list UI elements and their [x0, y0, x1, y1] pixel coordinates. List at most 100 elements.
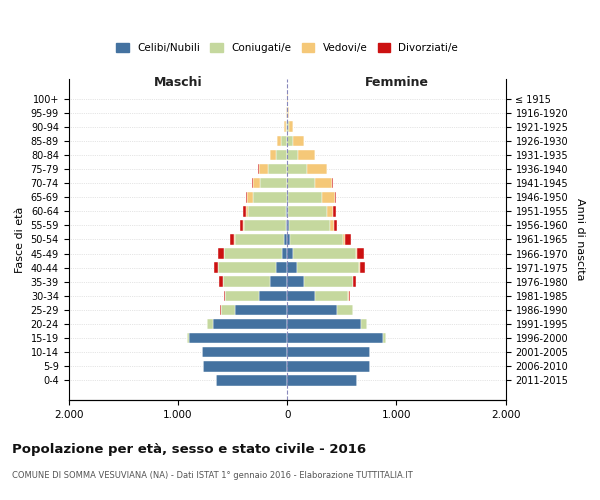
Bar [287, 290, 314, 301]
Bar [290, 234, 343, 245]
Bar [189, 333, 287, 344]
Bar [298, 150, 314, 160]
Bar [213, 318, 287, 330]
Bar [239, 220, 243, 230]
Bar [287, 164, 307, 174]
Bar [287, 276, 304, 287]
Bar [287, 333, 383, 344]
Y-axis label: Fasce di età: Fasce di età [15, 206, 25, 272]
Bar [247, 192, 253, 202]
Bar [287, 375, 357, 386]
Bar [297, 262, 359, 273]
Bar [287, 220, 289, 230]
Bar [288, 192, 322, 202]
Bar [287, 150, 298, 160]
Bar [287, 248, 293, 259]
Bar [218, 262, 276, 273]
Bar [332, 178, 333, 188]
Bar [322, 192, 335, 202]
Bar [349, 290, 350, 301]
Bar [286, 122, 287, 132]
Text: Maschi: Maschi [154, 76, 202, 88]
Bar [276, 262, 287, 273]
Bar [314, 290, 349, 301]
Bar [289, 220, 331, 230]
Bar [244, 206, 245, 216]
Bar [333, 206, 336, 216]
Bar [245, 206, 248, 216]
Bar [335, 192, 337, 202]
Bar [293, 136, 304, 146]
Bar [288, 206, 326, 216]
Bar [304, 276, 353, 287]
Bar [357, 248, 364, 259]
Bar [270, 276, 287, 287]
Bar [223, 276, 270, 287]
Bar [288, 108, 289, 118]
Bar [277, 136, 281, 146]
Bar [293, 248, 356, 259]
Bar [287, 206, 288, 216]
Bar [216, 375, 287, 386]
Bar [208, 318, 213, 330]
Bar [281, 136, 287, 146]
Bar [260, 178, 287, 188]
Bar [187, 333, 189, 344]
Bar [286, 206, 287, 216]
Bar [287, 361, 370, 372]
Text: Popolazione per età, sesso e stato civile - 2016: Popolazione per età, sesso e stato civil… [12, 442, 366, 456]
Bar [287, 347, 370, 358]
Bar [248, 206, 286, 216]
Bar [326, 206, 333, 216]
Bar [356, 248, 357, 259]
Bar [235, 304, 287, 315]
Bar [345, 234, 351, 245]
Bar [361, 318, 367, 330]
Bar [218, 248, 224, 259]
Bar [314, 178, 332, 188]
Bar [284, 234, 287, 245]
Bar [287, 234, 290, 245]
Bar [287, 262, 297, 273]
Bar [202, 347, 287, 358]
Bar [225, 290, 259, 301]
Bar [244, 220, 286, 230]
Bar [253, 192, 287, 202]
Bar [221, 304, 235, 315]
Legend: Celibi/Nubili, Coniugati/e, Vedovi/e, Divorziati/e: Celibi/Nubili, Coniugati/e, Vedovi/e, Di… [112, 39, 463, 58]
Text: COMUNE DI SOMMA VESUVIANA (NA) - Dati ISTAT 1° gennaio 2016 - Elaborazione TUTTI: COMUNE DI SOMMA VESUVIANA (NA) - Dati IS… [12, 470, 413, 480]
Bar [353, 276, 356, 287]
Bar [287, 136, 293, 146]
Bar [243, 220, 244, 230]
Bar [245, 192, 247, 202]
Bar [383, 333, 386, 344]
Bar [284, 122, 286, 132]
Bar [268, 164, 287, 174]
Bar [214, 262, 218, 273]
Bar [219, 276, 223, 287]
Bar [286, 220, 287, 230]
Bar [307, 164, 326, 174]
Bar [287, 304, 337, 315]
Text: Femmine: Femmine [364, 76, 428, 88]
Y-axis label: Anni di nascita: Anni di nascita [575, 198, 585, 280]
Bar [276, 150, 287, 160]
Bar [287, 122, 289, 132]
Bar [224, 290, 225, 301]
Bar [343, 234, 345, 245]
Bar [289, 122, 293, 132]
Bar [270, 150, 276, 160]
Bar [235, 234, 284, 245]
Bar [253, 178, 260, 188]
Bar [259, 164, 268, 174]
Bar [252, 178, 253, 188]
Bar [360, 262, 365, 273]
Bar [287, 318, 361, 330]
Bar [282, 248, 287, 259]
Bar [337, 304, 353, 315]
Bar [203, 361, 287, 372]
Bar [230, 234, 234, 245]
Bar [334, 220, 337, 230]
Bar [259, 290, 287, 301]
Bar [331, 220, 334, 230]
